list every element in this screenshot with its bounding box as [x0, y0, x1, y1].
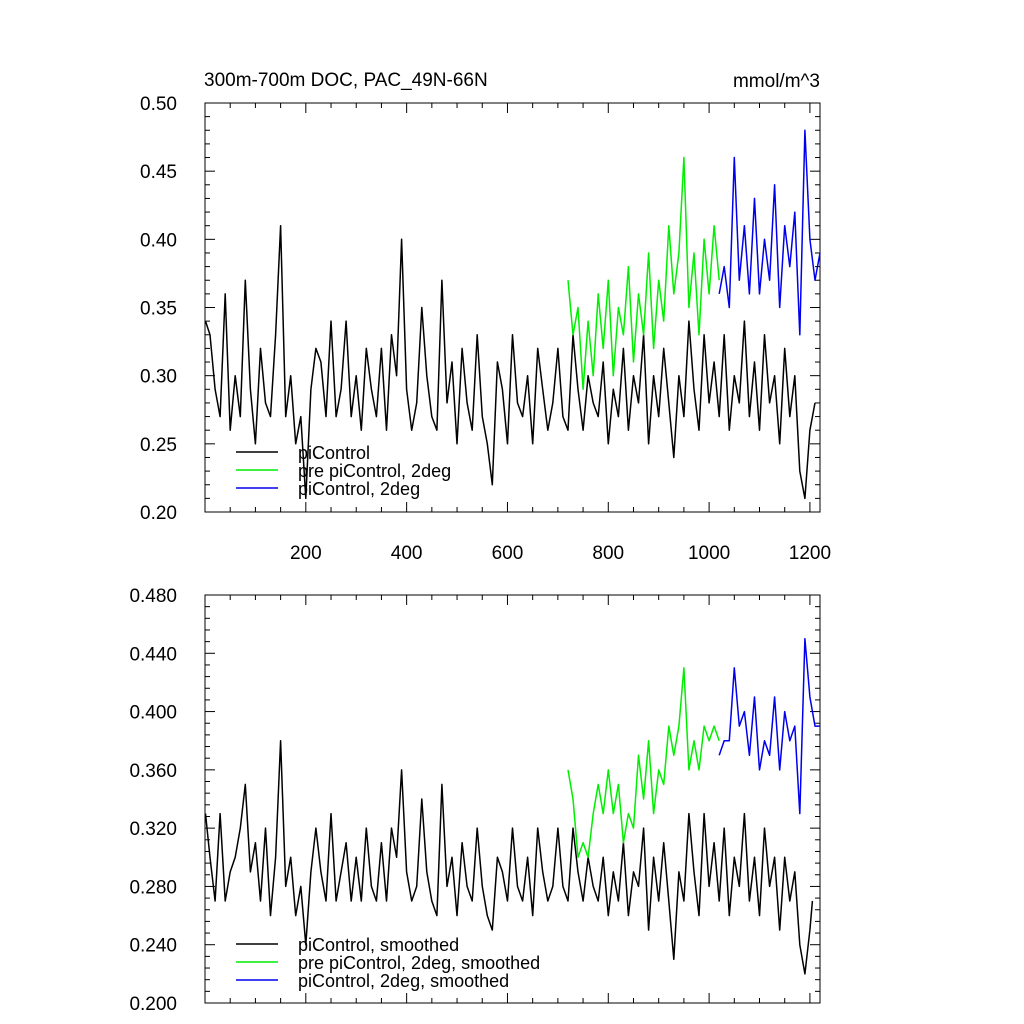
- legend-label: pre piControl, 2deg, smoothed: [298, 953, 540, 973]
- series-line-0: [204, 224, 816, 500]
- x-tick-label: 200: [290, 543, 322, 564]
- y-tick-label: 0.50: [140, 94, 177, 115]
- series-line-0: [204, 739, 814, 975]
- y-tick-label: 0.360: [129, 761, 177, 782]
- y-tick-label: 0.25: [140, 435, 177, 456]
- y-tick-label: 0.440: [129, 644, 177, 665]
- series-line-1: [567, 156, 720, 391]
- x-tick-label: 1200: [789, 543, 831, 564]
- x-tick-label: 600: [492, 543, 524, 564]
- bottom-panel: 0.200 0.240 0.280 0.320 0.360 0.400 0.440 0.480…: [129, 586, 821, 1015]
- series-line-2: [718, 637, 820, 815]
- legend-label: piControl, smoothed: [298, 935, 459, 955]
- y-tick-label: 0.45: [140, 162, 177, 183]
- y-tick-label: 0.480: [129, 586, 177, 607]
- y-tick-label: 0.40: [140, 230, 177, 251]
- y-tick-label: 0.400: [129, 703, 177, 724]
- legend-label: piControl, 2deg: [298, 479, 420, 499]
- plot-frame: [204, 594, 821, 1004]
- legend-label: pre piControl, 2deg: [298, 461, 451, 481]
- y-tick-label: 0.30: [140, 367, 177, 388]
- legend-label: piControl: [298, 443, 370, 463]
- y-tick-label: 0.240: [129, 936, 177, 957]
- x-tick-label: 400: [391, 543, 423, 564]
- y-tick-label: 0.200: [129, 994, 177, 1015]
- series-line-2: [718, 129, 821, 336]
- legend-label: piControl, 2deg, smoothed: [298, 971, 509, 991]
- y-tick-label: 0.35: [140, 299, 177, 320]
- chart-units: mmol/m^3: [733, 71, 820, 92]
- y-tick-label: 0.280: [129, 877, 177, 898]
- chart-title: 300m-700m DOC, PAC_49N-66N: [204, 70, 488, 91]
- x-tick-label: 1000: [688, 543, 730, 564]
- y-tick-label: 0.20: [140, 503, 177, 524]
- y-tick-label: 0.320: [129, 819, 177, 840]
- top-panel: 200 400 600 800 1000 1200 0.20 0.25 0.30 0.35 0.40…: [140, 94, 831, 564]
- x-tick-label: 800: [592, 543, 624, 564]
- series-line-1: [567, 667, 720, 859]
